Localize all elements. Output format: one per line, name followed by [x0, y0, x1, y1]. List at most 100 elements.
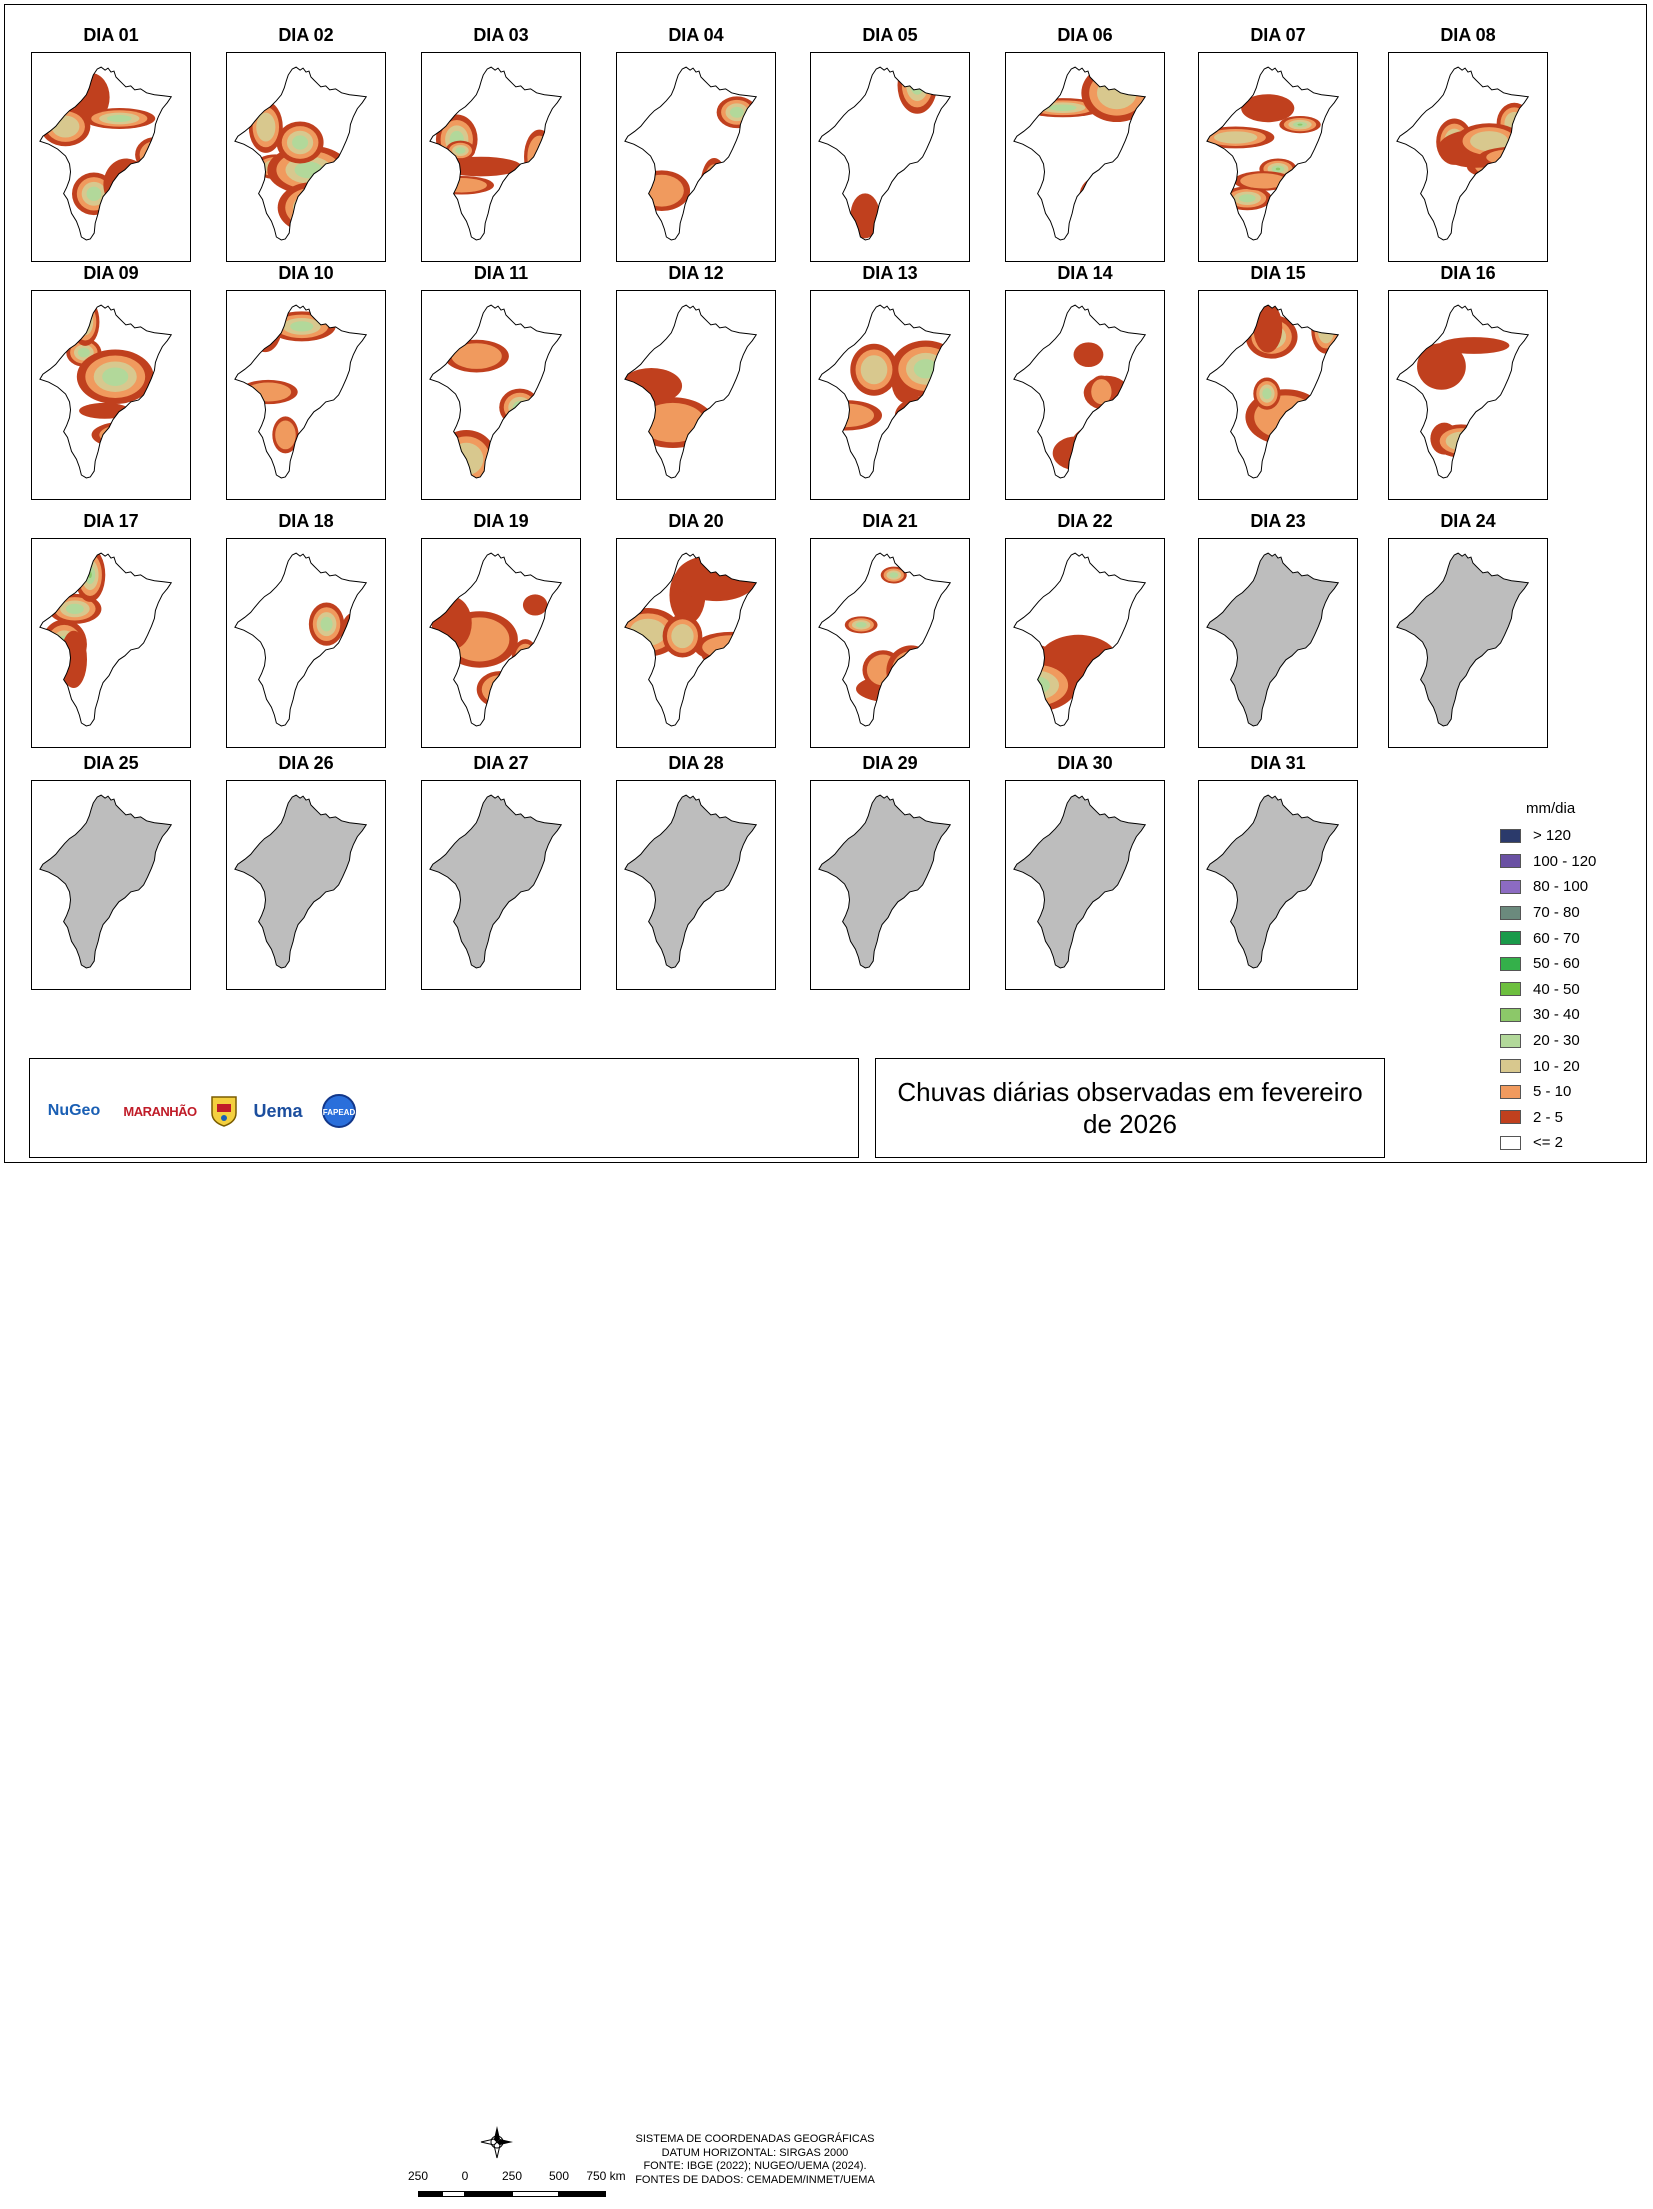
state-map	[39, 66, 173, 241]
map-panel: DIA 16	[1366, 262, 1570, 500]
nugeo-logo: NuGeo	[47, 1102, 101, 1119]
state-map	[429, 304, 563, 479]
panel-day-label: DIA 16	[1440, 263, 1496, 283]
legend-label: > 120	[1533, 827, 1571, 845]
state-map	[234, 794, 368, 969]
legend-swatch	[1500, 982, 1521, 997]
map-panel: DIA 04	[594, 24, 798, 262]
map-panel: DIA 12	[594, 262, 798, 500]
panel-day-label: DIA 25	[83, 753, 139, 773]
legend-label: 20 - 30	[1533, 1032, 1580, 1050]
state-map	[818, 304, 952, 479]
state-map	[1396, 304, 1530, 479]
map-frame	[810, 780, 970, 990]
panel-day-label: DIA 18	[278, 511, 334, 531]
map-frame	[421, 290, 581, 500]
map-frame	[1005, 290, 1165, 500]
panel-day-label: DIA 22	[1057, 511, 1113, 531]
map-frame	[810, 290, 970, 500]
legend-item: 20 - 30	[1500, 1028, 1620, 1054]
state-map	[624, 552, 758, 727]
panel-day-label: DIA 07	[1250, 25, 1306, 45]
state-map	[818, 66, 952, 241]
legend-label: 10 - 20	[1533, 1057, 1580, 1075]
map-frame	[226, 290, 386, 500]
state-map	[1206, 794, 1340, 969]
panel-day-label: DIA 23	[1250, 511, 1306, 531]
legend-label: 5 - 10	[1533, 1083, 1572, 1101]
map-frame	[421, 52, 581, 262]
legend-item: 50 - 60	[1500, 951, 1620, 977]
fapead-logo: FAPEAD	[316, 1093, 362, 1129]
map-panel: DIA 21	[788, 510, 992, 748]
map-panel: DIA 19	[399, 510, 603, 748]
legend-swatch	[1500, 1033, 1521, 1048]
legend-item: 80 - 100	[1500, 874, 1620, 900]
state-map	[624, 66, 758, 241]
state-map	[1396, 66, 1530, 241]
legend-label: 70 - 80	[1533, 904, 1580, 922]
map-panel: DIA 22	[983, 510, 1187, 748]
map-frame	[616, 538, 776, 748]
legend-title: mm/dia	[1526, 800, 1576, 817]
legend-label: 50 - 60	[1533, 955, 1580, 973]
legend-item: 100 - 120	[1500, 849, 1620, 875]
map-frame	[31, 538, 191, 748]
map-frame	[421, 538, 581, 748]
panel-day-label: DIA 30	[1057, 753, 1113, 773]
map-frame	[1198, 290, 1358, 500]
state-map	[624, 304, 758, 479]
rainfall-layer	[624, 554, 757, 668]
legend-swatch	[1500, 828, 1521, 843]
panel-day-label: DIA 05	[862, 25, 918, 45]
map-frame	[616, 52, 776, 262]
rainfall-layer	[1013, 634, 1119, 712]
scale-label: 0	[461, 2169, 469, 2183]
map-frame	[421, 780, 581, 990]
map-panel: DIA 23	[1176, 510, 1380, 748]
map-frame	[1198, 780, 1358, 990]
outer-frame	[4, 4, 1647, 1163]
panel-day-label: DIA 13	[862, 263, 918, 283]
svg-text:FAPEAD: FAPEAD	[323, 1108, 356, 1117]
scale-label: 500	[548, 2169, 570, 2183]
map-frame	[1198, 538, 1358, 748]
legend-item: 60 - 70	[1500, 925, 1620, 951]
maranhao-logo: MARANHÃO	[123, 1103, 197, 1119]
scale-label: 250	[407, 2169, 429, 2183]
legend-label: <= 2	[1533, 1134, 1564, 1152]
uema-logo: Uema	[253, 1100, 303, 1121]
panel-day-label: DIA 21	[862, 511, 918, 531]
map-frame	[226, 52, 386, 262]
map-frame	[810, 538, 970, 748]
panel-day-label: DIA 17	[83, 511, 139, 531]
map-panel: DIA 25	[9, 752, 213, 990]
map-frame	[1388, 52, 1548, 262]
map-frame	[31, 290, 191, 500]
map-panel: DIA 31	[1176, 752, 1380, 990]
legend-label: 80 - 100	[1533, 878, 1589, 896]
map-panel: DIA 28	[594, 752, 798, 990]
legend-label: 2 - 5	[1533, 1108, 1564, 1126]
state-map	[1013, 794, 1147, 969]
map-panel: DIA 08	[1366, 24, 1570, 262]
map-panel: DIA 11	[399, 262, 603, 500]
legend-swatch	[1500, 1084, 1521, 1099]
logo-box: NuGeo MARANHÃO Uema FAPEAD 250 0 250 500…	[29, 1058, 875, 2197]
map-panel: DIA 24	[1366, 510, 1570, 748]
panel-day-label: DIA 15	[1250, 263, 1306, 283]
state-map	[1013, 304, 1147, 479]
panel-day-label: DIA 10	[278, 263, 334, 283]
state-map	[818, 794, 952, 969]
legend-item: > 120	[1500, 823, 1620, 849]
panel-day-label: DIA 28	[668, 753, 724, 773]
map-panel: DIA 01	[9, 24, 213, 262]
map-frame	[1005, 52, 1165, 262]
legend-swatch	[1500, 854, 1521, 869]
panel-day-label: DIA 12	[668, 263, 724, 283]
scale-bar: 250 0 250 500 750 km	[407, 2169, 626, 2209]
map-panel: DIA 07	[1176, 24, 1380, 262]
title-box: Chuvas diárias observadas em fevereiro d…	[875, 1058, 1385, 1158]
map-panel: DIA 14	[983, 262, 1187, 500]
legend-item: 5 - 10	[1500, 1079, 1620, 1105]
